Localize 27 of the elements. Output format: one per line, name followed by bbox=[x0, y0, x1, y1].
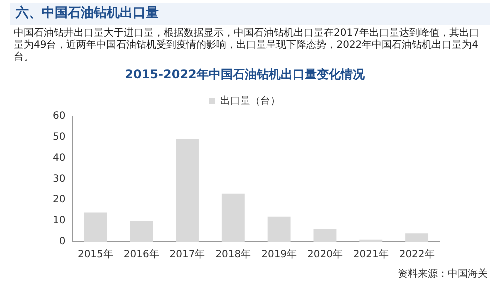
bar bbox=[130, 221, 154, 242]
y-tick-label: 50 bbox=[52, 132, 66, 143]
legend-label: 出口量（台） bbox=[220, 94, 280, 107]
y-tick-label: 60 bbox=[52, 110, 66, 122]
text: 中国石油钻井出口量大于进口量，根据数据显示，中国石油钻机出口量在2017年出口量达到峰值，其出口量为49台，近两年中国石油钻机受到疫情的影响，出口量呈现下降态势，2022年中国石油钻机出口量为4台。 bbox=[14, 28, 480, 64]
bar bbox=[406, 234, 429, 242]
text: 资料来源：中国海关 bbox=[398, 268, 488, 281]
text: 六、中国石油钻机出口量 bbox=[10, 3, 490, 25]
y-tick-label: 0 bbox=[59, 236, 66, 248]
chart-title: 2015-2022年中国石油钻机出口量变化情况 bbox=[125, 67, 366, 82]
x-tick-label: 2020年 bbox=[308, 248, 343, 261]
bar bbox=[222, 194, 245, 242]
y-tick-label: 30 bbox=[52, 174, 66, 185]
bar bbox=[84, 212, 108, 242]
bar bbox=[176, 139, 199, 242]
y-tick-label: 20 bbox=[52, 194, 66, 206]
x-tick-label: 2015年 bbox=[78, 248, 114, 261]
x-tick-label: 2022年 bbox=[399, 248, 435, 261]
y-tick-label: 10 bbox=[52, 216, 66, 227]
y-tick-label: 40 bbox=[52, 152, 66, 164]
x-tick-label: 2016年 bbox=[124, 248, 160, 261]
x-tick-label: 2021年 bbox=[353, 248, 389, 261]
x-tick-label: 2017年 bbox=[170, 248, 206, 261]
bar bbox=[268, 216, 291, 242]
bar bbox=[314, 229, 337, 242]
x-tick-label: 2018年 bbox=[216, 248, 252, 261]
x-tick-label: 2019年 bbox=[262, 248, 298, 261]
